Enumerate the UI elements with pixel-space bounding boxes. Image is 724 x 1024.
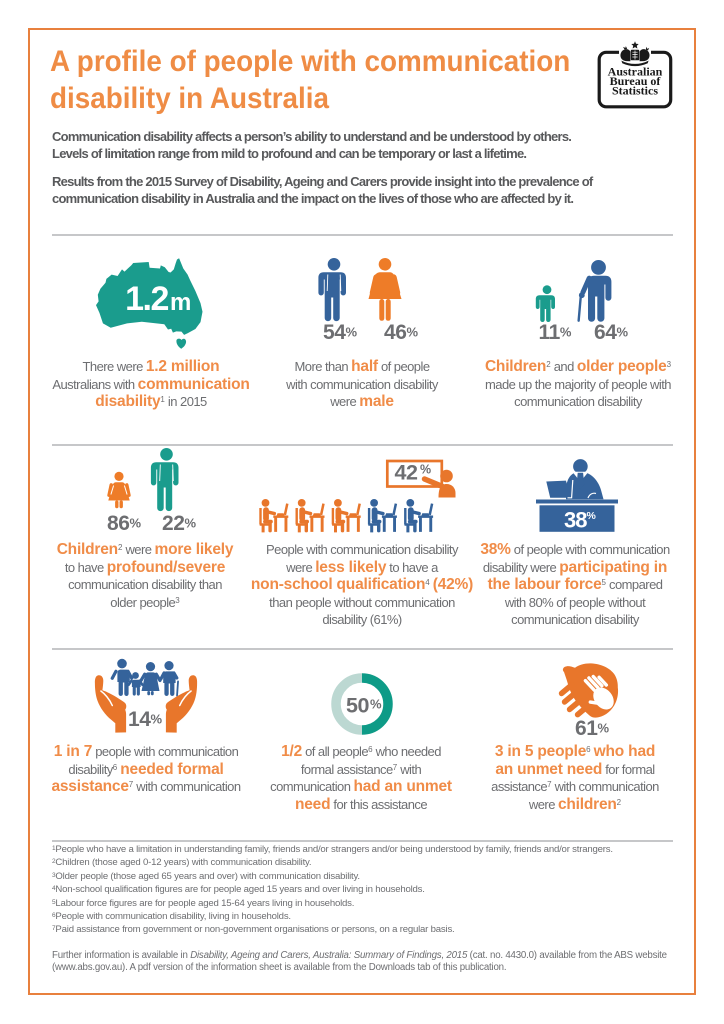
svg-text:50: 50	[346, 693, 369, 717]
svg-text:1.2: 1.2	[125, 280, 168, 318]
svg-text:Australian: Australian	[608, 64, 663, 78]
svg-text:Bureau of: Bureau of	[610, 74, 662, 88]
svg-text:Statistics: Statistics	[612, 84, 658, 98]
svg-text:38: 38	[564, 508, 587, 533]
svg-text:%: %	[370, 697, 382, 712]
svg-text:m: m	[170, 289, 191, 316]
svg-text:%: %	[587, 510, 597, 522]
svg-text:%: %	[420, 463, 431, 477]
svg-text:42: 42	[395, 461, 418, 485]
